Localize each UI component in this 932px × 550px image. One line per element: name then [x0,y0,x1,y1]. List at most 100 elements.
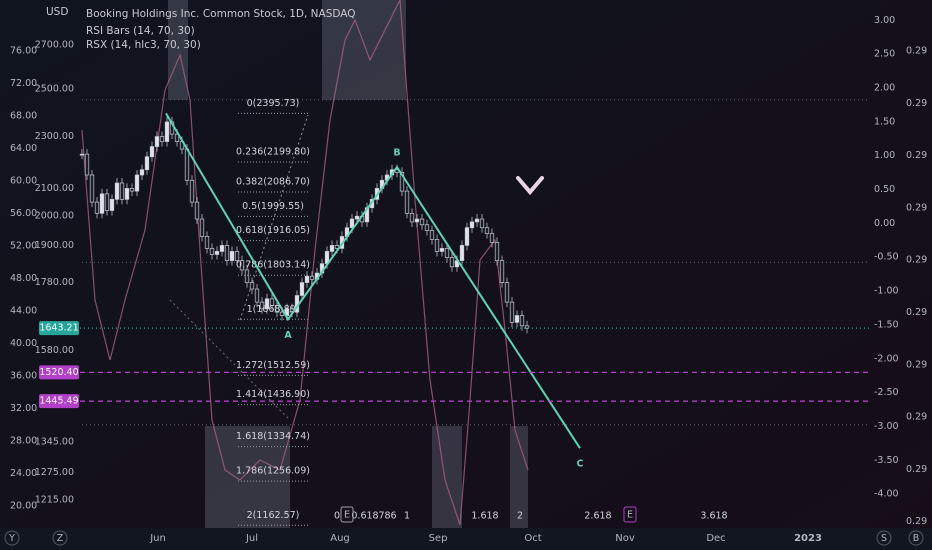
currency: USD [46,6,68,18]
price-tick-label: 1900.00 [35,240,74,251]
price-tag-box [39,394,79,409]
candle [264,298,270,310]
corner-icon[interactable]: Y [8,533,15,544]
candle [519,315,525,327]
corner-icon[interactable]: B [913,533,920,544]
candle [149,146,155,158]
corner-icon[interactable]: Z [57,533,64,544]
bars-tick-label: 0.29 [906,359,927,370]
month-label: Nov [615,533,635,544]
rsi-bars [168,0,528,528]
rsx-tick-label: -3.00 [874,421,899,432]
candle [419,218,425,226]
fib-label: 0(2395.73) [247,98,300,109]
candle [164,121,170,142]
candle [239,260,245,271]
candle [224,245,230,261]
rsi-tick-label: 56.00 [10,208,37,219]
candle [399,171,405,192]
time-fib-label: 2.618 [584,511,611,522]
time-fib-label: 1.618 [471,511,498,522]
candle [404,190,410,214]
earnings-box [623,506,637,523]
rsx-tick-label: 1.00 [874,150,895,161]
candle [134,174,140,192]
indicator: RSX (14, hlc3, 70, 30) [86,39,201,51]
price-tick-label: 2300.00 [35,131,74,142]
rsx-line [81,0,529,526]
rsi-tick-label: 20.00 [10,500,37,511]
price-tick-label: 1780.00 [35,277,74,288]
time-fib-label: 0 [334,511,340,522]
candle [474,218,480,223]
rsx-tick-label: 3.00 [874,15,895,26]
time-fib-label: 3.618 [700,511,727,522]
bars-tick-label: 0.29 [906,98,927,109]
bars-tick-label: 0.29 [906,464,927,475]
bars-tick-label: 0.29 [906,307,927,318]
fib-label: 1.786(1256.09) [236,466,310,477]
wave-label: A [284,330,292,341]
time-fib-label: 1 [404,511,410,522]
price-tick-label: 1345.00 [35,437,74,448]
price-tag: 1445.49 [39,396,78,407]
rsi-bar [432,426,462,528]
candle [174,133,180,142]
rsi-tick-label: 24.00 [10,468,37,479]
corner-icon[interactable]: S [881,533,887,544]
icon-ring [4,530,20,546]
icon-ring [876,530,892,546]
candle [129,188,135,192]
candle [259,301,265,310]
rsi-tick-label: 44.00 [10,305,37,316]
candle [124,188,130,200]
rsx-tick-label: -4.00 [874,489,899,500]
candle [79,153,85,156]
trend-line [169,299,291,421]
candle [439,248,445,252]
candle [199,218,205,237]
candle [114,182,120,200]
candle [99,193,105,214]
time-axis-bar [0,528,932,550]
candle [354,215,360,220]
rsi-tick-label: 52.00 [10,241,37,252]
rsi-tick-label: 32.00 [10,403,37,414]
candle [509,301,515,323]
candle [329,245,335,252]
candle [524,325,530,329]
rsx-tick-label: -0.50 [874,252,899,263]
price-tag: 1643.21 [39,323,78,334]
fib-label: 2(1162.57) [247,510,300,521]
candle [154,136,160,147]
month-label: Aug [330,533,350,544]
rsx-tick-label: -2.50 [874,387,899,398]
candle [269,298,275,306]
fib-label: 0.382(2086.70) [236,177,310,188]
rsi-tick-label: 76.00 [10,46,37,57]
candle [139,169,145,176]
candle [309,275,315,280]
fib-label: 0.5(1999.55) [242,201,304,212]
candle [504,282,510,303]
candle [159,136,165,142]
rsi-tick-label: 36.00 [10,370,37,381]
rsi-tick-label: 64.00 [10,143,37,154]
candle [284,308,290,316]
candle [424,224,430,231]
chevron [516,176,544,196]
candle [194,201,200,220]
month-label: Oct [524,533,541,544]
month-label: 2023 [794,533,822,544]
fib-label: 0.618(1916.05) [236,225,310,236]
rsi-bar [510,426,528,528]
fib-label: 0.786(1803.14) [236,260,310,271]
candle [234,251,240,261]
bars-tick-label: 0.29 [906,150,927,161]
candle [514,315,520,323]
month-label: Jun [149,533,166,544]
price-tag-box [39,321,79,336]
rsi-tick-label: 72.00 [10,78,37,89]
